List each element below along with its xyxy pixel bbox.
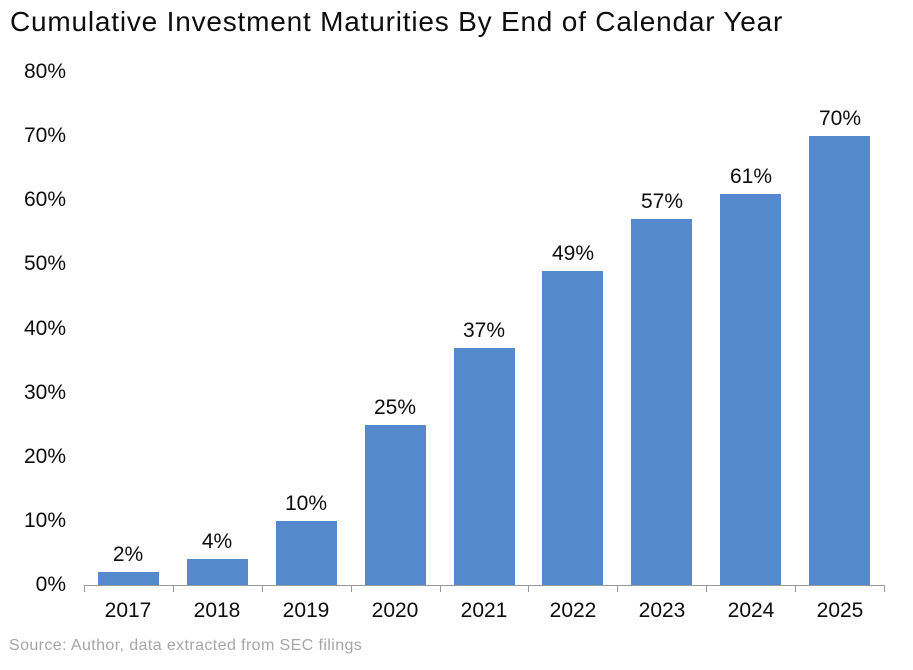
y-axis-tick-label: 50% [23, 252, 66, 276]
bar [542, 271, 603, 585]
bar [454, 348, 515, 585]
bar-value-label: 70% [818, 107, 862, 130]
y-axis-tick-label: 40% [23, 316, 66, 340]
x-axis-category-label: 2018 [193, 599, 241, 622]
y-axis-tick-label: 60% [23, 188, 66, 212]
bar-value-label: 57% [640, 190, 684, 213]
x-axis-tick [528, 586, 529, 592]
bar [276, 521, 337, 585]
bar-value-label: 49% [551, 242, 595, 265]
bar [187, 559, 248, 585]
x-axis-category-label: 2023 [638, 599, 686, 622]
x-axis-tick [795, 586, 796, 592]
y-axis-tick-label: 70% [23, 124, 66, 148]
chart-title: Cumulative Investment Maturities By End … [10, 6, 784, 37]
bar [809, 136, 870, 585]
x-axis-line [84, 585, 885, 586]
x-axis-tick [440, 586, 441, 592]
y-axis-tick-label: 10% [23, 508, 66, 532]
y-axis-tick-label: 20% [23, 444, 66, 468]
x-axis-tick [262, 586, 263, 592]
x-axis-category-label: 2025 [816, 599, 864, 622]
x-axis-tick [84, 586, 85, 592]
bar [98, 572, 159, 585]
x-axis-category-label: 2017 [104, 599, 152, 622]
x-axis-tick [173, 586, 174, 592]
bar-value-label: 37% [462, 319, 506, 342]
x-axis-category-label: 2020 [371, 599, 419, 622]
bar [365, 425, 426, 585]
y-axis-tick-label: 30% [23, 380, 66, 404]
x-axis-category-label: 2019 [282, 599, 330, 622]
x-axis-category-label: 2022 [549, 599, 597, 622]
x-axis-category-label: 2021 [460, 599, 508, 622]
y-axis-tick-label: 0% [35, 573, 66, 596]
x-axis-tick [884, 586, 885, 592]
bar-value-label: 4% [201, 530, 233, 553]
bar-value-label: 10% [284, 492, 328, 515]
bar [720, 194, 781, 585]
source-note: Source: Author, data extracted from SEC … [9, 637, 363, 654]
x-axis-tick [351, 586, 352, 592]
y-axis-tick-label: 80% [23, 60, 66, 83]
x-axis-category-label: 2024 [727, 599, 775, 622]
bar-value-label: 61% [729, 165, 773, 188]
bar [631, 219, 692, 585]
x-axis-tick [617, 586, 618, 592]
x-axis-tick [706, 586, 707, 592]
bar-value-label: 25% [373, 396, 417, 419]
bar-value-label: 2% [112, 543, 144, 566]
